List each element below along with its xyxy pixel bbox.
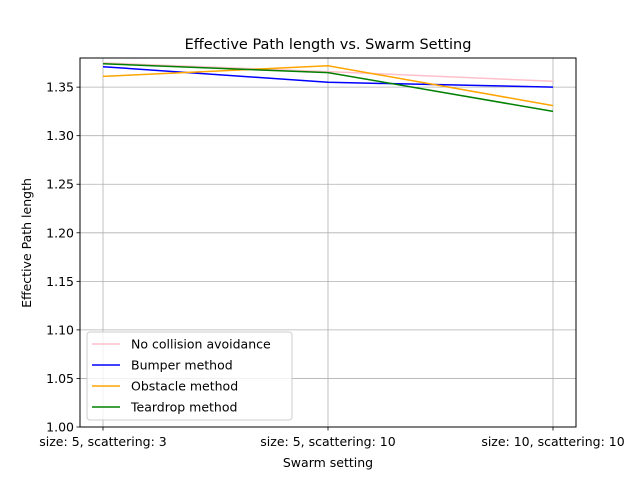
x-tick-label: size: 10, scattering: 10 [481, 434, 624, 449]
series-line-no-collision-avoidance [102, 62, 554, 83]
legend-label: Teardrop method [130, 400, 237, 415]
grid-lines [80, 58, 576, 428]
y-tick-label: 1.15 [46, 274, 74, 289]
chart-title: Effective Path length vs. Swarm Setting [185, 37, 472, 53]
series-line-bumper-method [102, 65, 554, 88]
y-tick-label: 1.10 [46, 322, 74, 337]
y-tick-label: 1.00 [46, 420, 74, 435]
x-tick-label: size: 5, scattering: 3 [39, 434, 166, 449]
series-line-teardrop-method [102, 63, 554, 113]
series-lines [102, 62, 554, 113]
y-axis-label: Effective Path length [19, 178, 34, 308]
legend: No collision avoidance Bumper method Obsta… [86, 331, 293, 421]
y-tick-label: 1.30 [46, 128, 74, 143]
legend-label: Obstacle method [131, 379, 238, 394]
axis-ticks: 1.00 1.05 1.10 1.15 1.20 1.25 1.30 1.35 size: 5,… [39, 80, 624, 449]
legend-box [86, 331, 293, 421]
y-tick-label: 1.25 [46, 177, 74, 192]
y-tick-label: 1.05 [46, 371, 74, 386]
legend-items: No collision avoidance Bumper method Obsta… [92, 337, 271, 415]
y-tick-label: 1.35 [46, 80, 74, 95]
legend-label: No collision avoidance [131, 337, 271, 352]
legend-label: Bumper method [131, 358, 233, 373]
y-tick-label: 1.20 [46, 225, 74, 240]
series-line-obstacle-method [102, 65, 554, 107]
x-axis-label: Swarm setting [283, 455, 373, 470]
x-tick-label: size: 5, scattering: 10 [260, 434, 395, 449]
